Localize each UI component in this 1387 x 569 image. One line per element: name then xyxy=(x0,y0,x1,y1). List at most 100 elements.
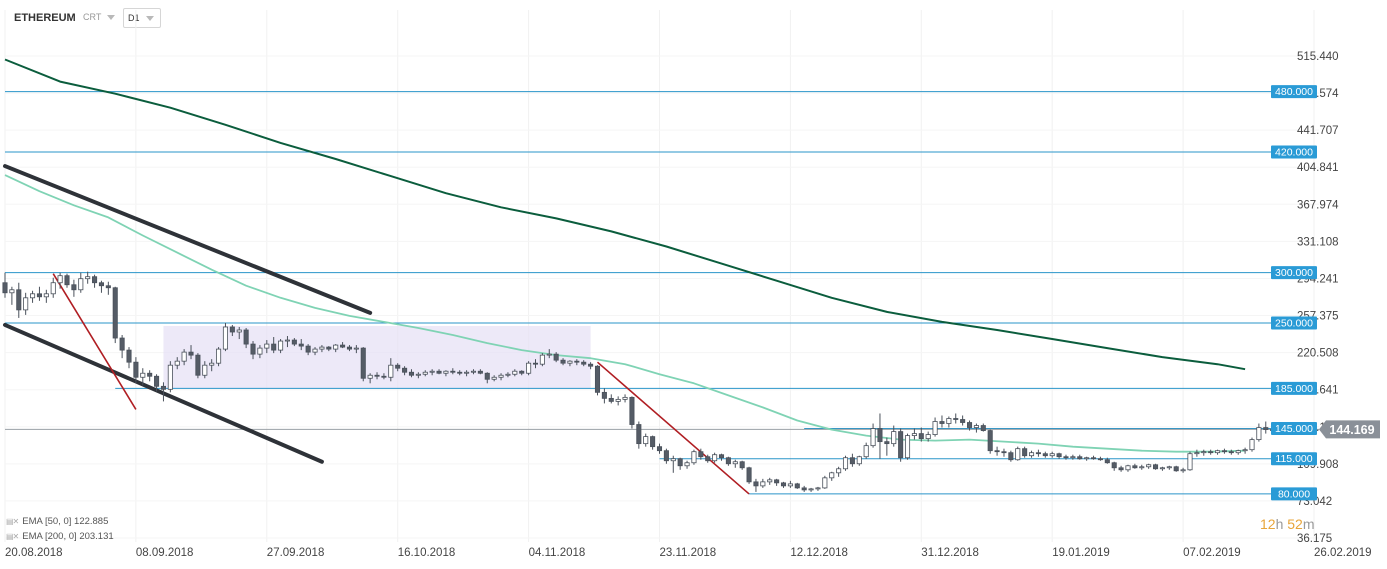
candle-body xyxy=(443,370,449,374)
candle xyxy=(636,421,642,449)
candle-body xyxy=(1111,462,1117,469)
candle-body xyxy=(594,365,601,393)
candle xyxy=(216,347,222,367)
candle-body xyxy=(656,446,663,452)
candle-body xyxy=(1256,427,1262,441)
candle xyxy=(836,466,842,477)
candle-body xyxy=(1077,456,1083,460)
candle xyxy=(160,382,166,402)
candle xyxy=(925,431,931,442)
candle xyxy=(457,370,463,376)
trend-line[interactable] xyxy=(596,361,750,495)
candle xyxy=(863,442,869,459)
legend-ema200-label: EMA [200, 0] xyxy=(22,531,77,542)
candle xyxy=(732,459,738,468)
candle-body xyxy=(629,396,635,425)
candle-body xyxy=(746,467,752,483)
candle-body xyxy=(154,375,160,387)
candle xyxy=(739,460,745,470)
candle-body xyxy=(374,374,380,377)
candle-body xyxy=(532,362,539,365)
candle xyxy=(43,289,49,303)
ema200-line xyxy=(4,58,1246,371)
candle xyxy=(849,453,855,467)
candle-body xyxy=(133,361,139,378)
legend-ema50-label: EMA [50, 0] xyxy=(22,516,72,527)
candle-body xyxy=(601,391,607,399)
candle xyxy=(78,272,84,293)
legend-ema200[interactable]: ▤✕ EMA [200, 0] 203.131 xyxy=(6,531,114,542)
current-price-tag-bg xyxy=(1319,420,1380,439)
candle-body xyxy=(732,461,738,465)
candle xyxy=(594,365,601,396)
candle-body xyxy=(381,375,387,378)
candle-body xyxy=(126,349,132,363)
candle xyxy=(677,457,683,470)
legend-ema200-value: 203.131 xyxy=(79,531,114,542)
candle-body xyxy=(567,360,573,364)
trend-line[interactable] xyxy=(52,273,137,410)
candle-body xyxy=(739,461,745,469)
level-tag: 115.000 xyxy=(1271,452,1317,466)
candle-body xyxy=(23,297,29,311)
candle xyxy=(505,372,511,378)
y-tick-label: 36.175 xyxy=(1297,533,1332,545)
candle-body xyxy=(257,347,263,355)
countdown-hours-unit: h xyxy=(1275,516,1284,532)
level-tag: 185.000 xyxy=(1271,381,1317,395)
candle xyxy=(395,363,401,372)
candle-body xyxy=(836,468,842,474)
x-tick-label: 19.01.2019 xyxy=(1052,547,1110,559)
candle-body xyxy=(1235,450,1241,454)
candle xyxy=(774,478,780,486)
candle xyxy=(842,455,849,471)
candle-body xyxy=(780,482,787,487)
candle xyxy=(1159,466,1165,471)
candle xyxy=(560,358,566,366)
candle-body xyxy=(436,370,442,374)
candle xyxy=(1104,457,1110,464)
settings-icon[interactable]: ▤✕ xyxy=(6,517,19,526)
candle-body xyxy=(491,376,497,380)
x-axis: 20.08.2018 08.09.2018 27.09.2018 16.10.2018… xyxy=(5,547,1372,559)
candle-body xyxy=(395,364,401,369)
candle-body xyxy=(505,373,511,376)
candle-body xyxy=(1091,457,1097,460)
candle xyxy=(891,425,897,447)
candle-body xyxy=(429,370,435,373)
candle-body xyxy=(980,425,986,431)
candle xyxy=(1166,465,1172,470)
level-tag: 300.000 xyxy=(1271,266,1317,280)
chart-type-dropdown[interactable]: CRT xyxy=(83,8,116,26)
candle xyxy=(1201,449,1207,456)
candle-body xyxy=(898,431,904,459)
candle-body xyxy=(539,354,545,365)
candle xyxy=(236,326,242,340)
chevron-down-icon xyxy=(107,14,116,20)
candle xyxy=(92,274,98,288)
candle xyxy=(712,452,718,463)
candle-body xyxy=(422,371,428,375)
candle-body xyxy=(278,340,284,351)
candle xyxy=(808,487,814,492)
candle xyxy=(140,368,146,386)
horizontal-levels[interactable] xyxy=(5,91,1319,495)
level-tags: 480.000 420.000 300.000 250.000 185.000 145.0… xyxy=(1271,85,1380,501)
candle-body xyxy=(284,339,291,342)
channel-line[interactable] xyxy=(3,164,373,315)
candle-body xyxy=(367,374,373,379)
candle xyxy=(443,370,449,377)
candle-body xyxy=(1221,450,1227,453)
candle-body xyxy=(1201,451,1207,454)
legend-ema50[interactable]: ▤✕ EMA [50, 0] 122.885 xyxy=(6,516,108,527)
level-tag-bg xyxy=(1271,266,1317,280)
grid xyxy=(4,10,1319,542)
candle-body xyxy=(112,287,118,339)
candle-body xyxy=(588,363,594,367)
interval-dropdown[interactable]: D1 xyxy=(123,8,161,28)
settings-icon[interactable]: ▤✕ xyxy=(6,532,19,541)
candle xyxy=(64,273,70,288)
candle-body xyxy=(663,450,669,462)
candle-body xyxy=(705,456,711,462)
